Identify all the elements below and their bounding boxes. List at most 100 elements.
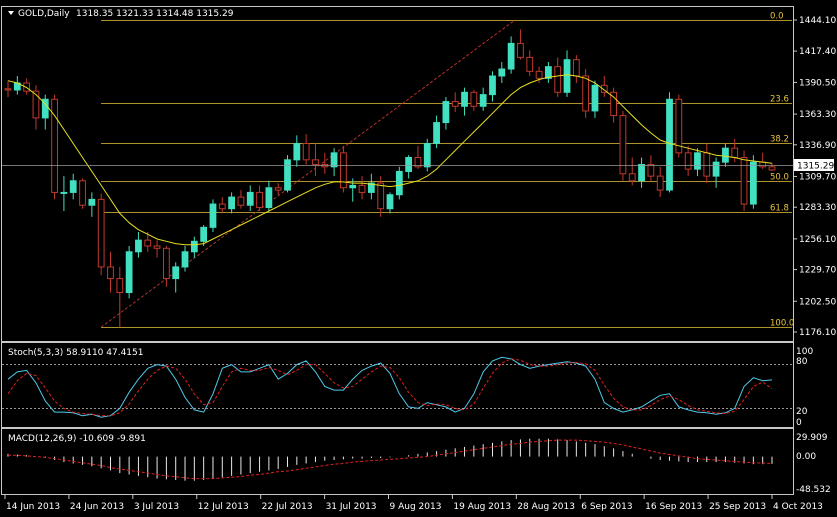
- date-tick-label: 19 Aug 2013: [453, 502, 511, 512]
- date-tick-label: 16 Sep 2013: [645, 502, 702, 512]
- date-tick-label: 14 Jun 2013: [6, 502, 60, 512]
- candle-body: [172, 266, 180, 280]
- macd-level-min: -48.532: [796, 485, 831, 495]
- ma-path: [7, 74, 773, 246]
- candle-body: [535, 70, 543, 79]
- candle-body: [684, 152, 692, 170]
- candle-body: [461, 91, 468, 107]
- candle-body: [302, 143, 310, 161]
- date-tick-label: 28 Aug 2013: [517, 502, 575, 512]
- candle-body: [293, 143, 301, 161]
- candle-body: [284, 159, 291, 191]
- candle-body: [237, 196, 245, 206]
- candle-body: [675, 98, 683, 154]
- macd-level-zero: 0.00: [796, 452, 816, 462]
- candle-body: [423, 143, 431, 168]
- stoch-level-100: 100: [796, 347, 813, 357]
- candle-body: [600, 84, 608, 93]
- price-tick-label: 1256.10: [799, 235, 836, 245]
- price-tick-label: 1336.90: [799, 141, 836, 151]
- dropdown-triangle-icon[interactable]: [8, 11, 14, 15]
- date-tick-label: 31 Jul 2013: [326, 502, 377, 512]
- price-tick-label: 1363.30: [799, 110, 836, 120]
- candle-body: [656, 175, 664, 191]
- price-tick-label: 1309.70: [799, 172, 836, 182]
- price-tick-label: 1390.50: [799, 78, 836, 88]
- candle-body: [107, 266, 114, 280]
- date-tick-label: 22 Jul 2013: [262, 502, 313, 512]
- candle-body: [451, 101, 459, 107]
- stoch-level-80: 80: [796, 357, 808, 367]
- candle-body: [582, 75, 590, 112]
- date-tick-label: 6 Sep 2013: [581, 502, 632, 512]
- candle-body: [340, 152, 347, 189]
- candle-body: [638, 163, 645, 182]
- stoch-level-0: 0: [796, 418, 802, 428]
- main-pane-frame: [1, 6, 794, 342]
- candle-body: [740, 156, 748, 205]
- candle-body: [4, 88, 12, 91]
- candle-body: [405, 156, 413, 172]
- price-tick-label: 1229.70: [799, 266, 836, 276]
- candle-body: [88, 198, 96, 206]
- candle-body: [572, 59, 580, 77]
- candlestick-series: [4, 29, 776, 328]
- date-axis: 14 Jun 2013 24 Jun 2013 3 Jul 2013 12 Jul 2…: [4, 494, 823, 512]
- macd-signal-line: [8, 439, 773, 480]
- candle-body: [666, 98, 673, 191]
- candle-body: [135, 239, 142, 253]
- macd-level-max: 29.909: [796, 433, 828, 443]
- candle-body: [489, 75, 496, 96]
- candle-body: [526, 56, 534, 72]
- candle-body: [367, 182, 375, 193]
- fib-level-label: 50.0: [770, 173, 789, 183]
- candle-body: [163, 247, 170, 280]
- candle-body: [218, 203, 226, 210]
- candle-body: [470, 91, 478, 107]
- main-header: GOLD,Daily 1318.35 1321.33 1314.48 1315.…: [8, 9, 234, 19]
- candle-body: [23, 82, 31, 92]
- candle-body: [703, 152, 711, 177]
- candle-body: [274, 187, 282, 191]
- candle-body: [116, 278, 124, 294]
- candle-body: [200, 226, 208, 242]
- candle-body: [181, 251, 189, 268]
- stochastic-oscillator: [2, 356, 793, 418]
- candle-body: [125, 251, 133, 294]
- candle-body: [32, 90, 40, 119]
- price-tick-label: 1176.10: [799, 328, 836, 338]
- price-axis: 1444.10 1417.40 1390.50 1363.30 1336.90 1309.…: [793, 16, 836, 338]
- candle-body: [610, 91, 617, 117]
- fib-level-label: 100.0: [770, 319, 794, 329]
- stoch-header: Stoch(5,3,3) 58.9110 47.4151: [8, 348, 143, 358]
- candle-body: [312, 159, 319, 165]
- date-tick-label: 25 Sep 2013: [709, 502, 766, 512]
- date-tick-label: 3 Jul 2013: [134, 502, 179, 512]
- moving-average-line: [7, 74, 773, 246]
- current-price-box: [794, 159, 834, 171]
- date-tick-label: 12 Jul 2013: [198, 502, 249, 512]
- candle-body: [69, 180, 77, 193]
- candle-body: [330, 152, 338, 168]
- fib-level-label: 0.0: [770, 12, 784, 22]
- stoch-signal-line: [7, 358, 773, 417]
- candle-body: [414, 156, 422, 168]
- price-tick-label: 1417.40: [799, 47, 836, 57]
- fib-level-label: 23.6: [770, 95, 789, 105]
- fib-trend-line: [100, 19, 516, 328]
- candle-body: [358, 184, 366, 193]
- candle-body: [60, 191, 68, 194]
- candle-body: [647, 163, 655, 177]
- candle-body: [731, 147, 739, 158]
- candle-body: [619, 115, 627, 175]
- candle-body: [386, 194, 394, 210]
- stoch-level-20: 20: [796, 407, 808, 417]
- macd-pane-frame: [1, 428, 794, 495]
- candle-body: [377, 182, 385, 210]
- candle-body: [349, 184, 357, 189]
- candle-body: [563, 59, 571, 93]
- candle-body: [228, 196, 235, 210]
- date-tick-label: 4 Oct 2013: [773, 502, 823, 512]
